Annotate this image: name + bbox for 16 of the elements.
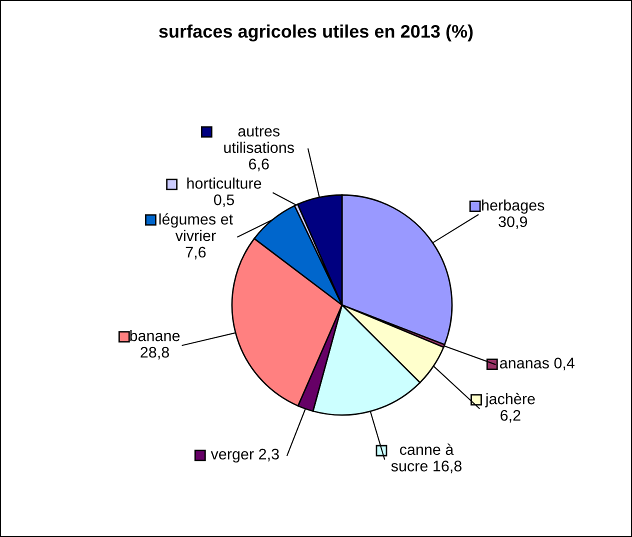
legend-label: horticulture <box>187 178 262 189</box>
legend-label: ananas 0,4 <box>500 358 575 370</box>
legend-label: canne à sucre 16,8 <box>391 444 462 474</box>
chart-title: surfaces agricoles utiles en 2013 (%) <box>159 24 473 42</box>
data-label: 0,5 <box>214 194 234 208</box>
legend-label: jachère <box>485 392 535 408</box>
data-label: 7,6 <box>186 246 206 260</box>
legend-label: légumes et vivrier <box>159 213 233 242</box>
data-label: 6,2 <box>500 410 520 423</box>
legend-label: autres utilisations <box>224 126 294 154</box>
data-label: 28,8 <box>140 346 169 360</box>
legend-label: banane <box>130 330 180 342</box>
data-label: 30,9 <box>498 216 528 229</box>
legend-label: herbages <box>482 199 544 214</box>
data-label: 6,6 <box>249 158 269 172</box>
legend-label: verger 2,3 <box>210 448 279 463</box>
